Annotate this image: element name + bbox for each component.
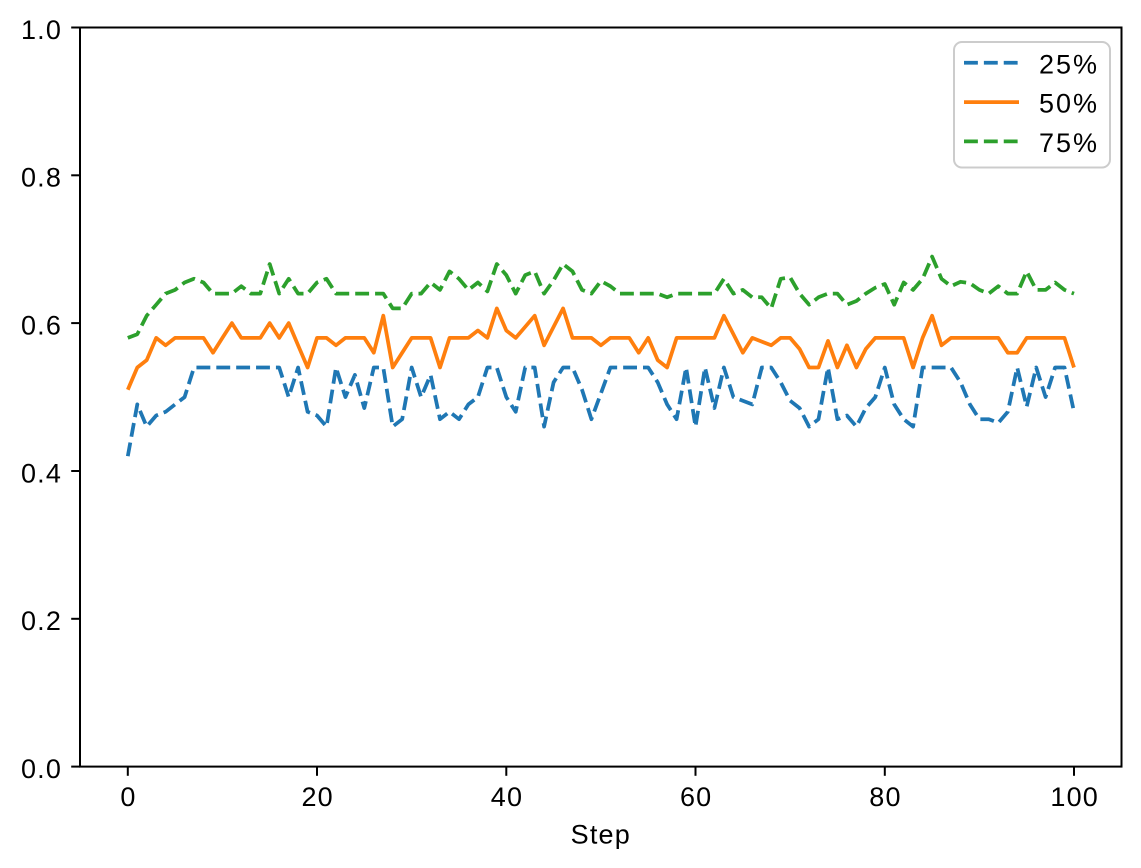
svg-text:100: 100 — [1050, 782, 1099, 812]
svg-text:75%: 75% — [1039, 128, 1099, 158]
svg-text:Step: Step — [571, 820, 631, 850]
svg-text:80: 80 — [869, 782, 901, 812]
svg-text:20: 20 — [301, 782, 333, 812]
svg-text:60: 60 — [680, 782, 712, 812]
svg-text:25%: 25% — [1039, 49, 1099, 79]
svg-text:0: 0 — [120, 782, 136, 812]
svg-text:50%: 50% — [1039, 89, 1099, 119]
svg-text:40: 40 — [491, 782, 523, 812]
svg-text:0.2: 0.2 — [21, 606, 62, 636]
svg-text:0.4: 0.4 — [21, 458, 62, 488]
svg-text:0.0: 0.0 — [21, 754, 62, 784]
svg-text:1.0: 1.0 — [21, 15, 62, 45]
svg-text:0.6: 0.6 — [21, 310, 62, 340]
svg-text:0.8: 0.8 — [21, 163, 62, 193]
